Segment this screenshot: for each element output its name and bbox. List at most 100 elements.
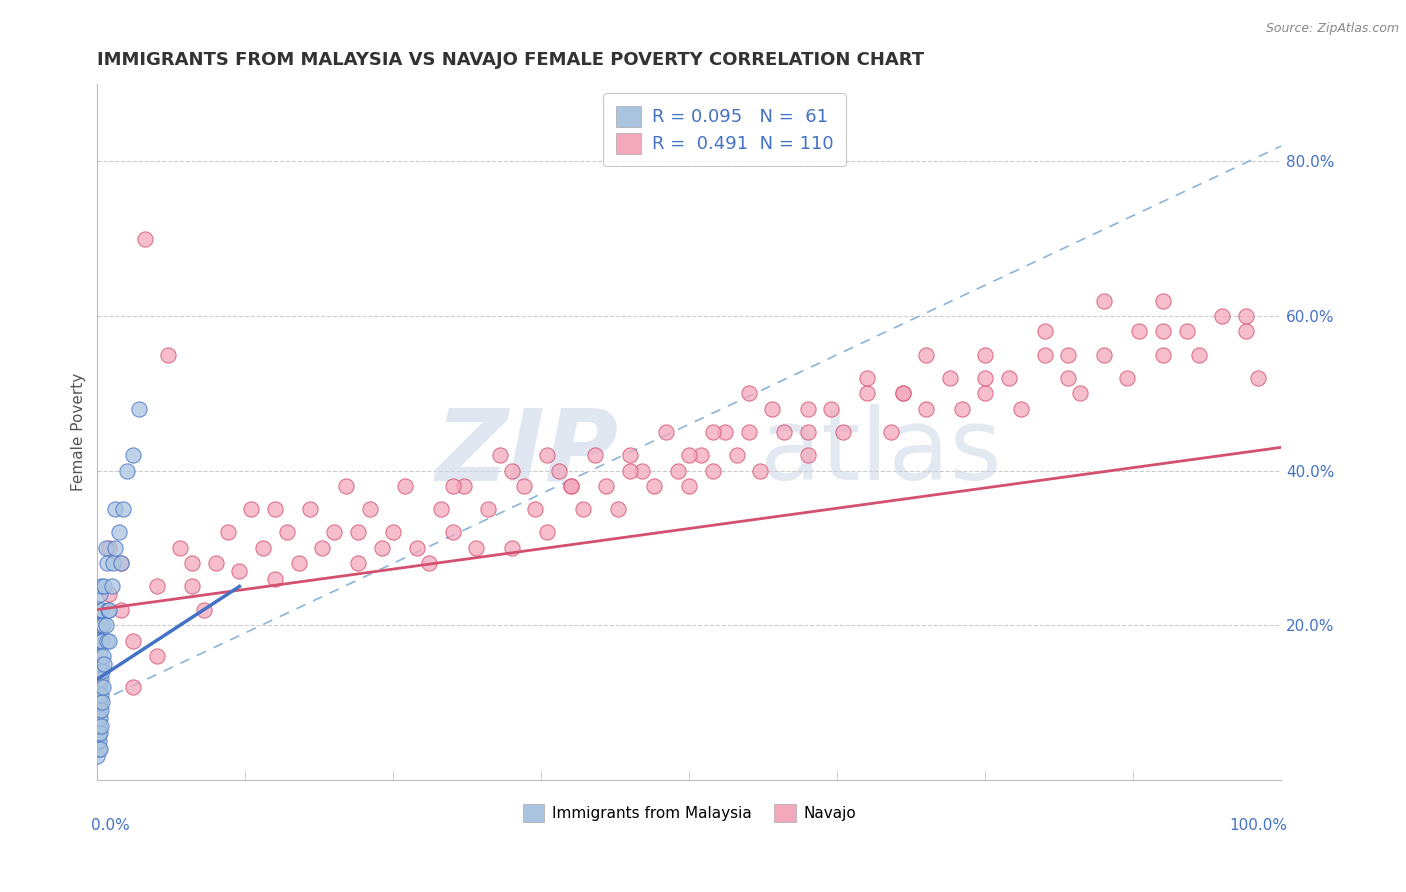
Point bbox=[441, 525, 464, 540]
Point bbox=[512, 479, 534, 493]
Text: IMMIGRANTS FROM MALAYSIA VS NAVAJO FEMALE POVERTY CORRELATION CHART: IMMIGRANTS FROM MALAYSIA VS NAVAJO FEMAL… bbox=[97, 51, 925, 69]
Point bbox=[122, 633, 145, 648]
Point bbox=[89, 587, 111, 601]
Point bbox=[122, 680, 145, 694]
Point bbox=[90, 672, 112, 686]
Point bbox=[94, 541, 117, 555]
Point bbox=[797, 401, 820, 416]
Point bbox=[974, 386, 997, 401]
Point bbox=[87, 633, 110, 648]
Point bbox=[1057, 371, 1080, 385]
Point bbox=[91, 695, 114, 709]
Point bbox=[560, 479, 582, 493]
Point bbox=[87, 741, 110, 756]
Point bbox=[619, 448, 641, 462]
Point bbox=[607, 502, 630, 516]
Text: ZIP: ZIP bbox=[436, 404, 619, 501]
Point bbox=[501, 541, 523, 555]
Point bbox=[101, 556, 124, 570]
Point bbox=[1069, 386, 1091, 401]
Point bbox=[856, 371, 879, 385]
Point bbox=[110, 602, 132, 616]
Point bbox=[595, 479, 617, 493]
Point bbox=[998, 371, 1021, 385]
Point bbox=[276, 525, 298, 540]
Point bbox=[1057, 348, 1080, 362]
Point bbox=[87, 680, 110, 694]
Point bbox=[90, 688, 112, 702]
Point bbox=[217, 525, 239, 540]
Point bbox=[122, 448, 145, 462]
Point bbox=[477, 502, 499, 516]
Point bbox=[1211, 309, 1233, 323]
Point bbox=[1234, 325, 1257, 339]
Point bbox=[115, 463, 138, 477]
Point bbox=[193, 602, 215, 616]
Point bbox=[264, 502, 287, 516]
Point bbox=[89, 633, 111, 648]
Point bbox=[832, 425, 855, 439]
Point bbox=[93, 579, 115, 593]
Point bbox=[1247, 371, 1270, 385]
Point bbox=[204, 556, 226, 570]
Point bbox=[1116, 371, 1139, 385]
Point bbox=[690, 448, 713, 462]
Point bbox=[702, 463, 724, 477]
Point bbox=[110, 556, 132, 570]
Point bbox=[157, 348, 180, 362]
Point bbox=[87, 657, 110, 671]
Point bbox=[91, 633, 114, 648]
Point bbox=[524, 502, 547, 516]
Point bbox=[252, 541, 274, 555]
Point bbox=[643, 479, 665, 493]
Point bbox=[737, 425, 759, 439]
Point bbox=[583, 448, 606, 462]
Point bbox=[104, 502, 127, 516]
Text: 100.0%: 100.0% bbox=[1229, 818, 1288, 833]
Point bbox=[441, 479, 464, 493]
Point bbox=[145, 648, 167, 663]
Point bbox=[87, 703, 110, 717]
Point bbox=[181, 579, 204, 593]
Point bbox=[94, 618, 117, 632]
Point bbox=[1152, 325, 1174, 339]
Point bbox=[299, 502, 322, 516]
Point bbox=[891, 386, 914, 401]
Point bbox=[89, 665, 111, 679]
Point bbox=[87, 688, 110, 702]
Legend: Immigrants from Malaysia, Navajo: Immigrants from Malaysia, Navajo bbox=[516, 797, 862, 828]
Point bbox=[1033, 325, 1056, 339]
Point bbox=[856, 386, 879, 401]
Point bbox=[89, 618, 111, 632]
Point bbox=[536, 448, 558, 462]
Point bbox=[773, 425, 796, 439]
Point bbox=[89, 695, 111, 709]
Text: 0.0%: 0.0% bbox=[91, 818, 131, 833]
Point bbox=[370, 541, 392, 555]
Point bbox=[98, 633, 121, 648]
Point bbox=[91, 665, 114, 679]
Point bbox=[90, 618, 112, 632]
Point bbox=[287, 556, 309, 570]
Point bbox=[89, 726, 111, 740]
Point bbox=[974, 371, 997, 385]
Point bbox=[87, 711, 110, 725]
Point bbox=[145, 579, 167, 593]
Point bbox=[1092, 348, 1115, 362]
Point bbox=[181, 556, 204, 570]
Point bbox=[891, 386, 914, 401]
Point bbox=[90, 579, 112, 593]
Point bbox=[90, 718, 112, 732]
Point bbox=[725, 448, 748, 462]
Point bbox=[1234, 309, 1257, 323]
Point bbox=[572, 502, 595, 516]
Point bbox=[87, 672, 110, 686]
Point bbox=[536, 525, 558, 540]
Point bbox=[169, 541, 191, 555]
Point bbox=[1092, 293, 1115, 308]
Point bbox=[939, 371, 962, 385]
Point bbox=[915, 348, 938, 362]
Point bbox=[1128, 325, 1150, 339]
Point bbox=[950, 401, 973, 416]
Point bbox=[714, 425, 737, 439]
